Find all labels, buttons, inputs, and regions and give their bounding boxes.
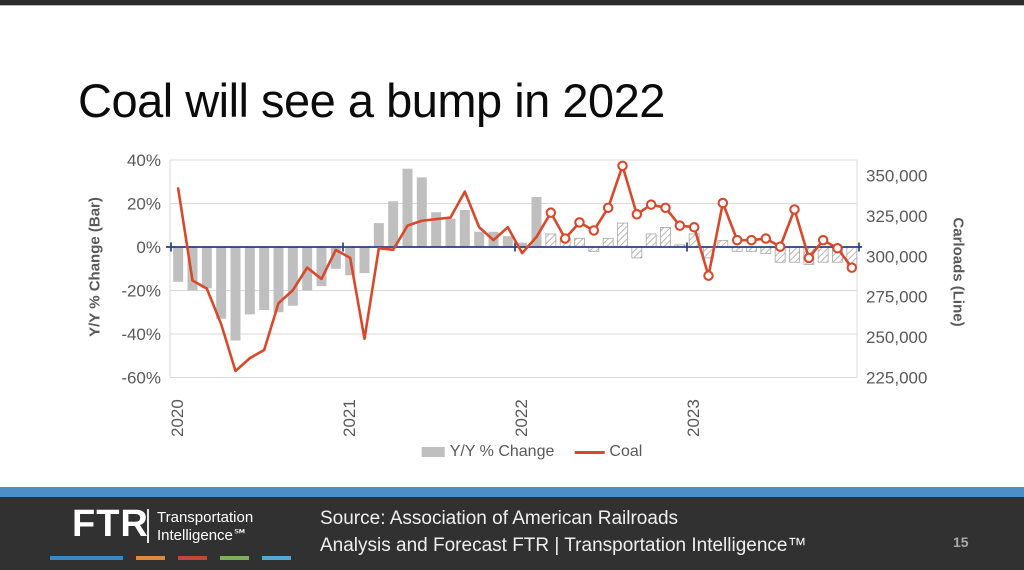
year-label: 2020 — [168, 399, 187, 437]
source-line1: Source: Association of American Railroad… — [320, 508, 679, 529]
bar — [187, 247, 198, 291]
dash-red — [178, 556, 207, 560]
right-tick-label: 350,000 — [866, 167, 927, 186]
right-axis-title: Carloads (Line) — [949, 217, 967, 327]
bar — [244, 247, 255, 315]
forecast-marker — [617, 160, 628, 172]
left-tick-label: -60% — [121, 369, 161, 388]
bar — [474, 231, 485, 247]
bar — [416, 177, 427, 247]
bar — [316, 247, 327, 287]
forecast-marker — [631, 209, 643, 220]
year-label: 2021 — [340, 399, 359, 437]
bar-forecast — [660, 227, 671, 248]
slide-title: Coal will see a bump in 2022 — [78, 74, 665, 128]
logo-color-dashes — [50, 556, 304, 560]
forecast-marker — [789, 204, 800, 215]
forecast-marker — [559, 233, 571, 244]
bar-forecast — [631, 246, 643, 259]
bar — [459, 210, 470, 247]
forecast-marker — [703, 270, 714, 281]
bar — [273, 247, 284, 313]
bar — [402, 168, 413, 247]
forecast-marker — [731, 234, 743, 246]
bar — [287, 247, 298, 306]
forecast-marker — [588, 225, 600, 236]
bar-forecast — [760, 246, 772, 254]
bar — [259, 247, 270, 311]
bar-forecast — [574, 237, 585, 248]
dash-orange — [136, 556, 165, 560]
bar — [201, 247, 212, 289]
year-label: 2023 — [684, 399, 703, 437]
forecast-marker — [645, 199, 657, 210]
left-tick-label: 40% — [127, 151, 161, 170]
forecast-marker — [817, 234, 829, 246]
forecast-marker — [832, 242, 843, 254]
logo-tagline: Transportation Intelligence℠ — [157, 509, 253, 545]
bar — [502, 236, 513, 247]
bar — [445, 218, 456, 247]
logo-tagline-line2: Intelligence℠ — [157, 527, 249, 544]
dash-blue — [50, 556, 123, 560]
bar — [330, 247, 341, 269]
forecast-marker — [717, 197, 729, 209]
left-tick-label: 20% — [127, 195, 161, 214]
forecast-marker — [803, 252, 815, 264]
bar — [388, 201, 399, 247]
forecast-marker — [545, 207, 557, 218]
dash-green — [220, 556, 249, 560]
bar-forecast — [817, 246, 829, 263]
bar — [359, 247, 370, 274]
bar — [517, 242, 528, 247]
right-tick-label: 225,000 — [866, 369, 927, 388]
bar-forecast — [789, 246, 800, 263]
year-label: 2022 — [512, 399, 531, 437]
ftr-logo: FTR — [72, 503, 149, 545]
legend-line-swatch — [574, 450, 605, 454]
logo-divider — [147, 509, 149, 543]
right-tick-label: 300,000 — [866, 247, 927, 266]
bar — [431, 212, 442, 247]
forecast-marker — [760, 233, 772, 244]
legend-bar-label: Y/Y % Change — [449, 443, 555, 460]
bar — [373, 223, 384, 247]
forecast-marker — [846, 262, 858, 273]
forecast-marker — [746, 234, 757, 246]
logo-tagline-line1: Transportation — [157, 509, 254, 526]
bar — [173, 247, 184, 282]
forecast-marker — [602, 202, 614, 214]
left-tick-label: 0% — [136, 238, 161, 257]
right-tick-label: 325,000 — [866, 207, 927, 226]
forecast-marker — [688, 221, 700, 233]
right-tick-label: 275,000 — [866, 288, 927, 307]
footer-blue-stripe — [0, 487, 1024, 497]
footer: FTR Transportation Intelligence℠ Source:… — [0, 497, 1024, 570]
bar — [531, 196, 542, 247]
forecast-marker — [574, 217, 585, 228]
source-attribution: Source: Association of American Railroad… — [320, 505, 807, 559]
legend-line-label: Coal — [609, 443, 643, 460]
slide-top-bar — [0, 0, 1024, 6]
left-tick-label: -40% — [121, 325, 161, 344]
bar-forecast — [545, 233, 557, 248]
left-tick-label: -20% — [121, 282, 161, 301]
right-tick-label: 250,000 — [866, 328, 927, 347]
bar-forecast — [717, 240, 729, 248]
legend-bar-swatch — [421, 447, 445, 457]
forecast-marker — [774, 241, 786, 252]
dash-lightblue — [262, 556, 291, 560]
page-number: 15 — [953, 534, 969, 550]
source-line2: Analysis and Forecast FTR | Transportati… — [320, 535, 807, 556]
bar-forecast — [645, 233, 657, 248]
forecast-marker — [660, 202, 671, 214]
bar-forecast — [617, 222, 628, 248]
bar — [216, 247, 227, 319]
forecast-marker — [674, 220, 686, 231]
bar-forecast — [602, 237, 614, 248]
left-axis-title: Y/Y % Change (Bar) — [86, 197, 104, 337]
bar — [230, 247, 241, 341]
chart-legend: Y/Y % Change Coal — [421, 443, 643, 461]
